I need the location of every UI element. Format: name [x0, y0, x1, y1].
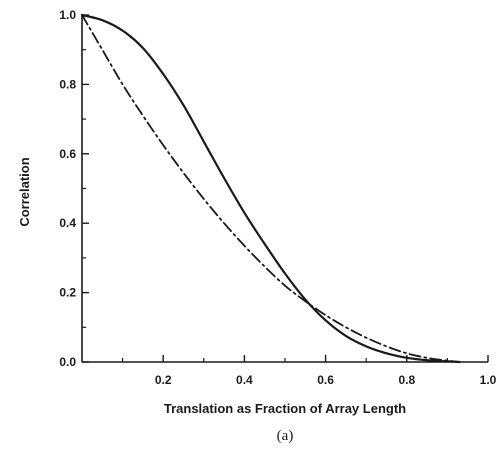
x-tick-label: 1.0 [480, 373, 497, 387]
y-tick-label: 0.8 [59, 77, 76, 91]
y-tick-label: 0.6 [59, 147, 76, 161]
figure-caption: (a) [277, 428, 294, 444]
dash-dot-correlation-curve [81, 14, 461, 363]
x-tick-label: 0.2 [155, 373, 172, 387]
solid-correlation-curve [80, 13, 461, 364]
y-tick-label: 0.4 [59, 216, 76, 230]
x-axis-title: Translation as Fraction of Array Length [164, 401, 406, 416]
axes [81, 14, 489, 363]
labels: 0.0 0.2 0.4 0.6 0.8 1.0 0.2 0.4 0.6 0.8 1.0 [59, 8, 496, 387]
x-tick-label: 0.4 [236, 373, 253, 387]
y-tick-label: 1.0 [59, 8, 76, 22]
y-tick-label: 0.2 [59, 286, 76, 300]
x-tick-label: 0.8 [398, 373, 415, 387]
y-axis-title: Correlation [17, 157, 32, 226]
y-tick-label: 0.0 [59, 355, 76, 369]
x-tick-label: 0.6 [317, 373, 334, 387]
curves [80, 13, 461, 364]
